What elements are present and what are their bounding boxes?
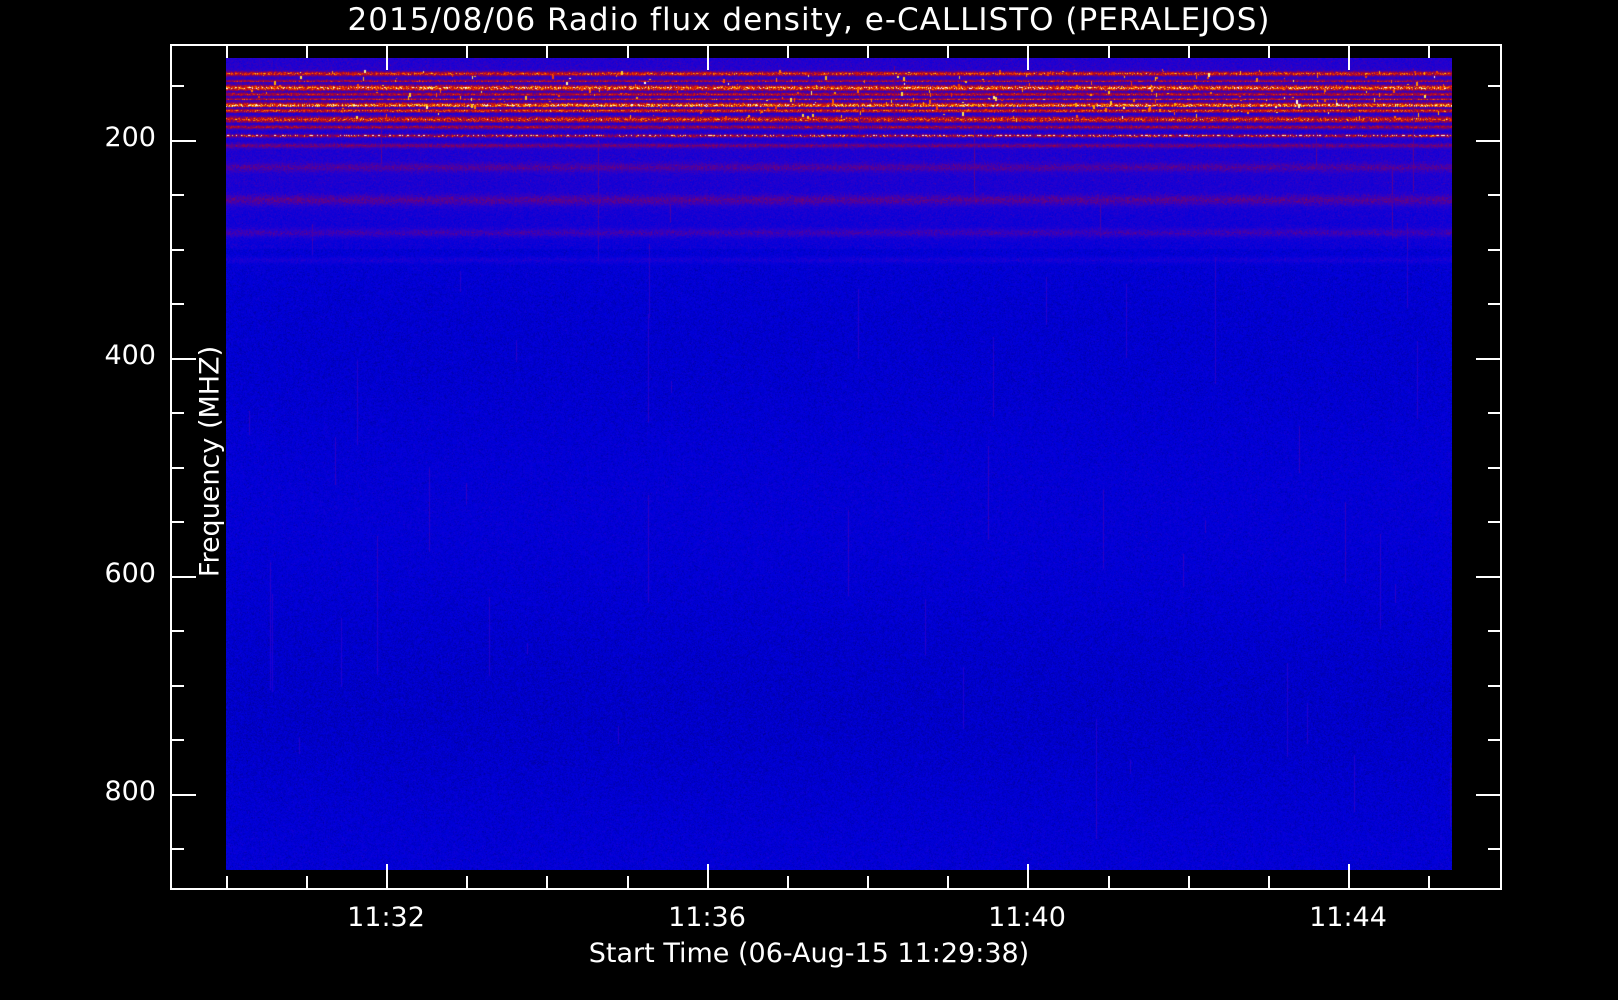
- x-tick: [867, 44, 869, 58]
- x-tick-label: 11:40: [988, 902, 1066, 933]
- y-tick: [1488, 739, 1502, 741]
- x-tick: [707, 44, 709, 70]
- y-tick: [1476, 794, 1502, 796]
- x-tick: [1108, 44, 1110, 58]
- x-tick: [1428, 876, 1430, 890]
- y-tick: [1488, 467, 1502, 469]
- y-tick: [170, 303, 184, 305]
- y-tick: [1488, 848, 1502, 850]
- x-axis-title: Start Time (06-Aug-15 11:29:38): [588, 938, 1030, 969]
- x-tick: [546, 876, 548, 890]
- y-tick: [1476, 576, 1502, 578]
- y-tick: [170, 194, 184, 196]
- y-tick: [170, 685, 184, 687]
- x-tick: [707, 864, 709, 890]
- y-tick: [1488, 249, 1502, 251]
- x-tick: [306, 44, 308, 58]
- x-tick: [226, 876, 228, 890]
- x-tick-label: 11:44: [1309, 902, 1387, 933]
- y-tick: [170, 467, 184, 469]
- x-tick: [1188, 876, 1190, 890]
- y-tick: [170, 140, 196, 142]
- x-tick: [226, 44, 228, 58]
- y-tick: [170, 521, 184, 523]
- x-tick: [1428, 44, 1430, 58]
- x-tick: [867, 876, 869, 890]
- x-tick: [466, 876, 468, 890]
- x-tick: [466, 44, 468, 58]
- y-tick-label: 600: [104, 558, 156, 589]
- y-tick: [1488, 85, 1502, 87]
- x-tick: [1348, 864, 1350, 890]
- x-tick: [1348, 44, 1350, 70]
- y-tick: [1488, 685, 1502, 687]
- x-tick-label: 11:32: [347, 902, 425, 933]
- x-tick: [947, 44, 949, 58]
- x-tick: [627, 44, 629, 58]
- x-tick: [787, 876, 789, 890]
- y-tick-label: 800: [104, 776, 156, 807]
- y-tick: [1488, 521, 1502, 523]
- x-tick: [1188, 44, 1190, 58]
- y-tick: [1488, 412, 1502, 414]
- x-tick: [787, 44, 789, 58]
- y-tick: [170, 848, 184, 850]
- y-tick: [170, 576, 196, 578]
- y-tick: [1476, 140, 1502, 142]
- x-tick: [1027, 864, 1029, 890]
- x-tick: [1027, 44, 1029, 70]
- y-tick: [1488, 630, 1502, 632]
- x-tick: [947, 876, 949, 890]
- x-tick: [1108, 876, 1110, 890]
- spectrogram-image: [226, 58, 1452, 870]
- page-title: 2015/08/06 Radio flux density, e-CALLIST…: [347, 2, 1271, 38]
- x-tick: [627, 876, 629, 890]
- y-tick: [170, 794, 196, 796]
- y-tick: [1476, 358, 1502, 360]
- y-tick-label: 200: [104, 122, 156, 153]
- y-tick: [170, 358, 196, 360]
- x-tick: [386, 864, 388, 890]
- y-tick: [1488, 194, 1502, 196]
- y-tick: [170, 630, 184, 632]
- y-tick: [170, 412, 184, 414]
- x-tick-label: 11:36: [668, 902, 746, 933]
- y-tick: [170, 85, 184, 87]
- x-tick: [546, 44, 548, 58]
- x-tick: [306, 876, 308, 890]
- x-tick: [386, 44, 388, 70]
- y-tick: [1488, 303, 1502, 305]
- x-tick: [1268, 876, 1270, 890]
- y-axis-title: Frequency (MHZ): [194, 345, 226, 578]
- y-tick-label: 400: [104, 340, 156, 371]
- y-tick: [170, 739, 184, 741]
- x-tick: [1268, 44, 1270, 58]
- y-tick: [170, 249, 184, 251]
